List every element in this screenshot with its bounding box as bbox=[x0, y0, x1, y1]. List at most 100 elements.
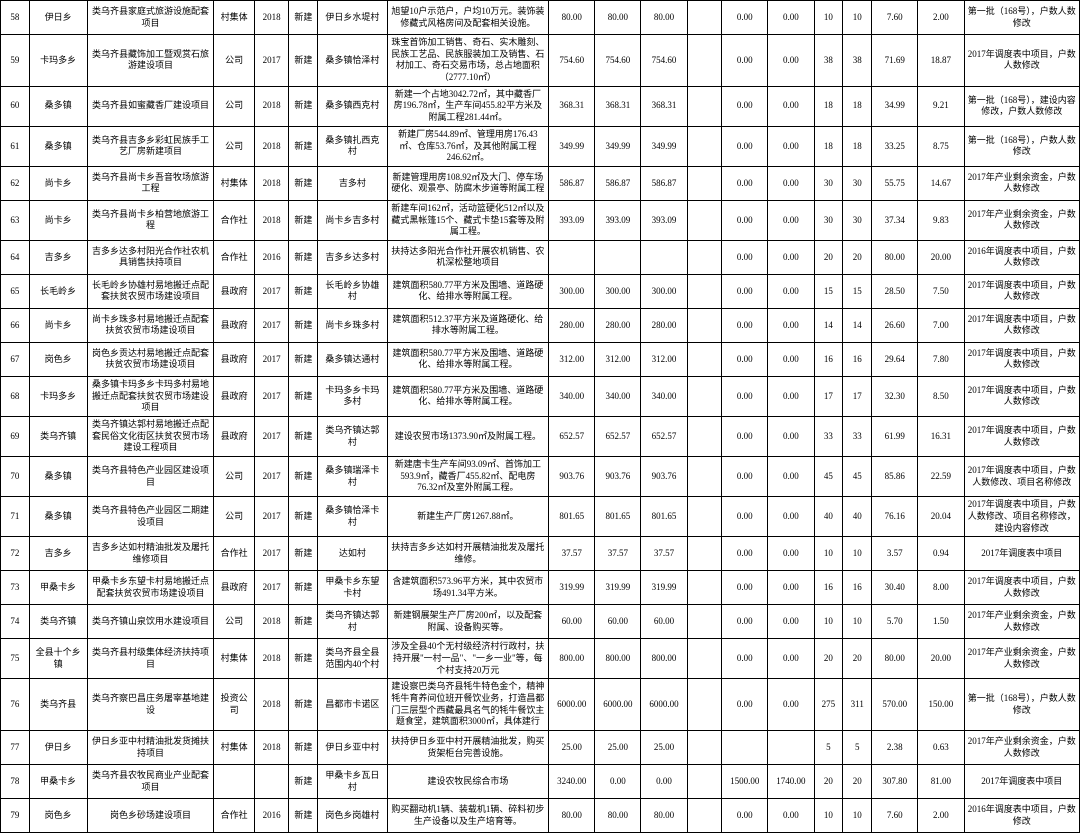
cell-v5: 0.00 bbox=[722, 571, 768, 605]
cell-content: 建设农牧民综合市场 bbox=[387, 765, 549, 799]
cell-v5: 0.00 bbox=[722, 799, 768, 833]
cell-v5: 0.00 bbox=[722, 417, 768, 457]
cell-year: 2017 bbox=[254, 417, 289, 457]
cell-num: 63 bbox=[1, 200, 30, 240]
cell-township: 卡玛多乡 bbox=[29, 35, 87, 87]
cell-v3: 903.76 bbox=[641, 457, 687, 497]
cell-v6: 0.00 bbox=[768, 240, 814, 274]
cell-township: 全县十个乡镇 bbox=[29, 639, 87, 679]
cell-remark: 2017年调度表中项目，户数人数修改 bbox=[964, 571, 1080, 605]
cell-year: 2017 bbox=[254, 457, 289, 497]
cell-v2: 60.00 bbox=[595, 605, 641, 639]
cell-v5: 0.00 bbox=[722, 200, 768, 240]
cell-v10: 1.50 bbox=[918, 605, 964, 639]
cell-v7: 10 bbox=[814, 605, 843, 639]
cell-v1: 80.00 bbox=[549, 1, 595, 35]
cell-type: 新建 bbox=[289, 342, 318, 376]
table-row: 60桑多镇类乌齐县如蜜藏香厂建设项目公司2018新建桑多镇西克村新建一个占地30… bbox=[1, 86, 1080, 126]
cell-v3: 280.00 bbox=[641, 308, 687, 342]
cell-v4 bbox=[687, 605, 722, 639]
cell-v5: 0.00 bbox=[722, 457, 768, 497]
cell-v5: 0.00 bbox=[722, 679, 768, 731]
cell-v10: 9.83 bbox=[918, 200, 964, 240]
cell-v9: 3.57 bbox=[872, 537, 918, 571]
cell-type: 新建 bbox=[289, 200, 318, 240]
cell-v7: 16 bbox=[814, 342, 843, 376]
cell-v7: 38 bbox=[814, 35, 843, 87]
cell-remark: 2017年产业剩余资金，户数人数修改 bbox=[964, 731, 1080, 765]
cell-v9: 80.00 bbox=[872, 240, 918, 274]
cell-type: 新建 bbox=[289, 240, 318, 274]
cell-v2: 25.00 bbox=[595, 731, 641, 765]
cell-v5: 0.00 bbox=[722, 537, 768, 571]
cell-township: 尚卡乡 bbox=[29, 200, 87, 240]
cell-township: 尚卡乡 bbox=[29, 308, 87, 342]
cell-v4 bbox=[687, 457, 722, 497]
cell-v1: 754.60 bbox=[549, 35, 595, 87]
cell-v6: 0.00 bbox=[768, 35, 814, 87]
cell-v10: 16.31 bbox=[918, 417, 964, 457]
cell-content: 建设农贸市场1373.90㎡及附属工程。 bbox=[387, 417, 549, 457]
cell-v1: 312.00 bbox=[549, 342, 595, 376]
cell-v5: 0.00 bbox=[722, 274, 768, 308]
cell-project: 类乌齐县如蜜藏香厂建设项目 bbox=[87, 86, 214, 126]
cell-v10: 9.21 bbox=[918, 86, 964, 126]
cell-unit: 村集体 bbox=[214, 166, 254, 200]
table-row: 69类乌齐镇类乌齐镇达郭村易地搬迁点配套民俗文化街区扶贫农贸市场建设工程项目县政… bbox=[1, 417, 1080, 457]
cell-v3: 37.57 bbox=[641, 537, 687, 571]
cell-v2: 586.87 bbox=[595, 166, 641, 200]
cell-type: 新建 bbox=[289, 35, 318, 87]
cell-unit: 公司 bbox=[214, 86, 254, 126]
cell-num: 64 bbox=[1, 240, 30, 274]
cell-type: 新建 bbox=[289, 799, 318, 833]
cell-v2: 6000.00 bbox=[595, 679, 641, 731]
cell-v6: 0.00 bbox=[768, 537, 814, 571]
cell-remark: 第一批（168号），户数人数修改 bbox=[964, 126, 1080, 166]
cell-v6: 0.00 bbox=[768, 342, 814, 376]
cell-year: 2017 bbox=[254, 308, 289, 342]
cell-location: 桑多镇西克村 bbox=[318, 86, 387, 126]
cell-content: 新建车间162㎡，活动篮硬化512㎡以及藏式黑帐篷15个、藏式卡垫15套等及附属… bbox=[387, 200, 549, 240]
cell-num: 72 bbox=[1, 537, 30, 571]
cell-v4 bbox=[687, 799, 722, 833]
cell-v7: 30 bbox=[814, 166, 843, 200]
cell-remark: 第一批（168号），建设内容修改，户数人数修改 bbox=[964, 86, 1080, 126]
cell-v9: 80.00 bbox=[872, 639, 918, 679]
cell-v2: 37.57 bbox=[595, 537, 641, 571]
cell-v8: 10 bbox=[843, 799, 872, 833]
cell-v6: 0.00 bbox=[768, 376, 814, 416]
cell-v9: 30.40 bbox=[872, 571, 918, 605]
cell-location: 桑多镇扎西克村 bbox=[318, 126, 387, 166]
cell-v3: 300.00 bbox=[641, 274, 687, 308]
cell-v1: 800.00 bbox=[549, 639, 595, 679]
cell-type: 新建 bbox=[289, 308, 318, 342]
cell-year: 2018 bbox=[254, 605, 289, 639]
cell-v2: 393.09 bbox=[595, 200, 641, 240]
cell-year: 2018 bbox=[254, 1, 289, 35]
cell-num: 59 bbox=[1, 35, 30, 87]
cell-num: 67 bbox=[1, 342, 30, 376]
cell-v10: 7.00 bbox=[918, 308, 964, 342]
cell-v2: 300.00 bbox=[595, 274, 641, 308]
cell-year: 2016 bbox=[254, 799, 289, 833]
cell-v8: 33 bbox=[843, 417, 872, 457]
cell-project: 类乌齐县尚卡乡柏营地旅游工程 bbox=[87, 200, 214, 240]
cell-v3: 0.00 bbox=[641, 765, 687, 799]
cell-v4 bbox=[687, 537, 722, 571]
cell-v2: 368.31 bbox=[595, 86, 641, 126]
cell-v1: 652.57 bbox=[549, 417, 595, 457]
cell-v6: 0.00 bbox=[768, 679, 814, 731]
cell-project: 吉多乡达多村阳光合作社农机具销售扶持项目 bbox=[87, 240, 214, 274]
cell-project: 岗色乡砂场建设项目 bbox=[87, 799, 214, 833]
cell-content: 新建钢展架生产厂房200㎡，以及配套附属、设备购买等。 bbox=[387, 605, 549, 639]
cell-v7: 45 bbox=[814, 457, 843, 497]
cell-v3 bbox=[641, 240, 687, 274]
cell-township: 卡玛多乡 bbox=[29, 376, 87, 416]
cell-v3: 312.00 bbox=[641, 342, 687, 376]
cell-v4 bbox=[687, 639, 722, 679]
cell-v8: 5 bbox=[843, 731, 872, 765]
cell-v4 bbox=[687, 765, 722, 799]
cell-v2: 280.00 bbox=[595, 308, 641, 342]
cell-township: 桑多镇 bbox=[29, 86, 87, 126]
cell-v6: 0.00 bbox=[768, 571, 814, 605]
